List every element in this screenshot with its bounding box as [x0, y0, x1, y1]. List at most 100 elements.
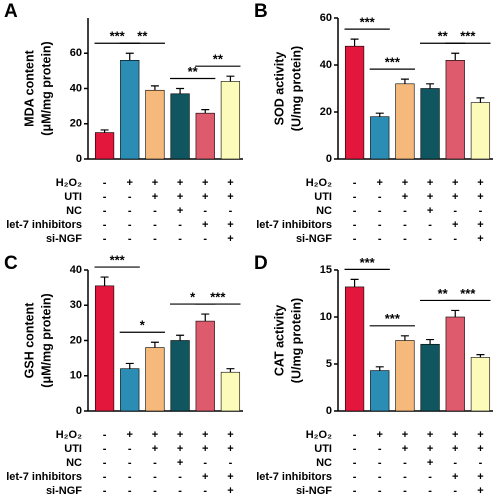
treatment-sign: +: [177, 457, 183, 469]
treatment-sign: -: [453, 485, 457, 497]
significance-label: ***: [360, 255, 376, 270]
treatment-name: H₂O₂: [56, 429, 82, 441]
treatment-sign: +: [152, 429, 158, 441]
error-bar: [375, 112, 384, 117]
treatment-sign: -: [229, 457, 233, 469]
significance-label: *: [190, 290, 196, 305]
treatment-sign: +: [177, 191, 183, 203]
treatment-sign: +: [177, 443, 183, 455]
treatment-sign: +: [152, 177, 158, 189]
bar: [395, 83, 415, 160]
treatment-sign: -: [403, 219, 407, 231]
treatment-sign: -: [353, 457, 357, 469]
treatment-sign: -: [378, 219, 382, 231]
treatment-name: let-7 inhibitors: [256, 219, 332, 231]
error-bar: [350, 38, 359, 47]
treatment-sign: -: [153, 205, 157, 217]
y-axis-title: (U/mg protein): [289, 298, 303, 383]
y-tick-label: 20: [70, 334, 82, 346]
treatment-sign: -: [353, 233, 357, 245]
y-tick-label: 10: [320, 311, 332, 323]
significance-label: ***: [385, 311, 401, 326]
significance-label: **: [438, 29, 449, 44]
treatment-name: let-7 inhibitors: [6, 219, 82, 231]
y-tick-label: 60: [320, 12, 332, 24]
y-axis-title: MDA content: [22, 49, 36, 126]
y-axis-title: GSH content: [22, 302, 36, 379]
treatment-sign: -: [203, 485, 207, 497]
bar: [470, 357, 491, 412]
y-tick-label: 10: [70, 370, 82, 382]
y-axis-title: (μM/mg protein): [39, 293, 53, 387]
treatment-name: UTI: [64, 191, 82, 203]
significance-label: ***: [460, 286, 476, 301]
treatment-sign: +: [402, 177, 408, 189]
y-axis-title: SOD activity: [272, 52, 286, 126]
treatment-sign: -: [378, 457, 382, 469]
treatment-sign: -: [153, 457, 157, 469]
y-tick-label: 40: [70, 264, 82, 276]
bar: [420, 88, 440, 160]
error-bar: [426, 83, 435, 89]
treatment-sign: -: [453, 457, 457, 469]
treatment-sign: +: [402, 429, 408, 441]
treatment-sign: -: [378, 471, 382, 483]
bar: [145, 347, 165, 412]
treatment-sign: +: [177, 177, 183, 189]
error-bar: [150, 341, 159, 348]
error-bar: [476, 354, 485, 358]
treatment-sign: +: [152, 443, 158, 455]
treatment-sign: -: [453, 205, 457, 217]
treatment-sign: -: [153, 219, 157, 231]
treatment-sign: -: [353, 191, 357, 203]
panel-letter: C: [4, 253, 18, 274]
bar: [470, 102, 491, 160]
error-bar: [375, 366, 384, 371]
significance-label: ***: [385, 55, 401, 70]
treatment-sign: -: [353, 177, 357, 189]
treatment-sign: -: [428, 485, 432, 497]
treatment-sign: +: [227, 471, 233, 483]
treatment-sign: -: [428, 233, 432, 245]
treatment-sign: -: [103, 485, 107, 497]
treatment-name: UTI: [314, 191, 332, 203]
error-bar: [201, 109, 210, 114]
significance-label: ***: [210, 290, 226, 305]
treatment-name: H₂O₂: [306, 177, 332, 189]
treatment-sign: +: [227, 233, 233, 245]
significance-label: ***: [110, 252, 126, 267]
treatment-sign: -: [353, 471, 357, 483]
treatment-sign: -: [178, 219, 182, 231]
bar: [370, 116, 390, 160]
significance-label: **: [438, 286, 449, 301]
treatment-name: si-NGF: [46, 485, 82, 497]
treatment-sign: +: [452, 471, 458, 483]
treatment-sign: -: [403, 233, 407, 245]
bar: [445, 59, 465, 160]
significance-label: ***: [110, 29, 126, 44]
bar: [445, 316, 465, 412]
treatment-name: let-7 inhibitors: [6, 471, 82, 483]
treatment-sign: +: [452, 443, 458, 455]
treatment-name: si-NGF: [46, 233, 82, 245]
treatment-sign: +: [452, 429, 458, 441]
treatment-sign: -: [403, 471, 407, 483]
treatment-sign: +: [452, 191, 458, 203]
treatment-sign: +: [477, 471, 483, 483]
treatment-sign: -: [128, 443, 132, 455]
bar: [370, 370, 390, 412]
treatment-sign: +: [427, 429, 433, 441]
error-bar: [451, 309, 460, 317]
bar: [120, 59, 140, 160]
treatment-sign: +: [202, 219, 208, 231]
treatment-sign: +: [477, 443, 483, 455]
y-tick-label: 0: [76, 405, 82, 417]
error-bar: [400, 78, 409, 84]
bar: [94, 285, 115, 412]
treatment-name: H₂O₂: [56, 177, 82, 189]
treatment-sign: -: [428, 471, 432, 483]
treatment-sign: +: [402, 443, 408, 455]
